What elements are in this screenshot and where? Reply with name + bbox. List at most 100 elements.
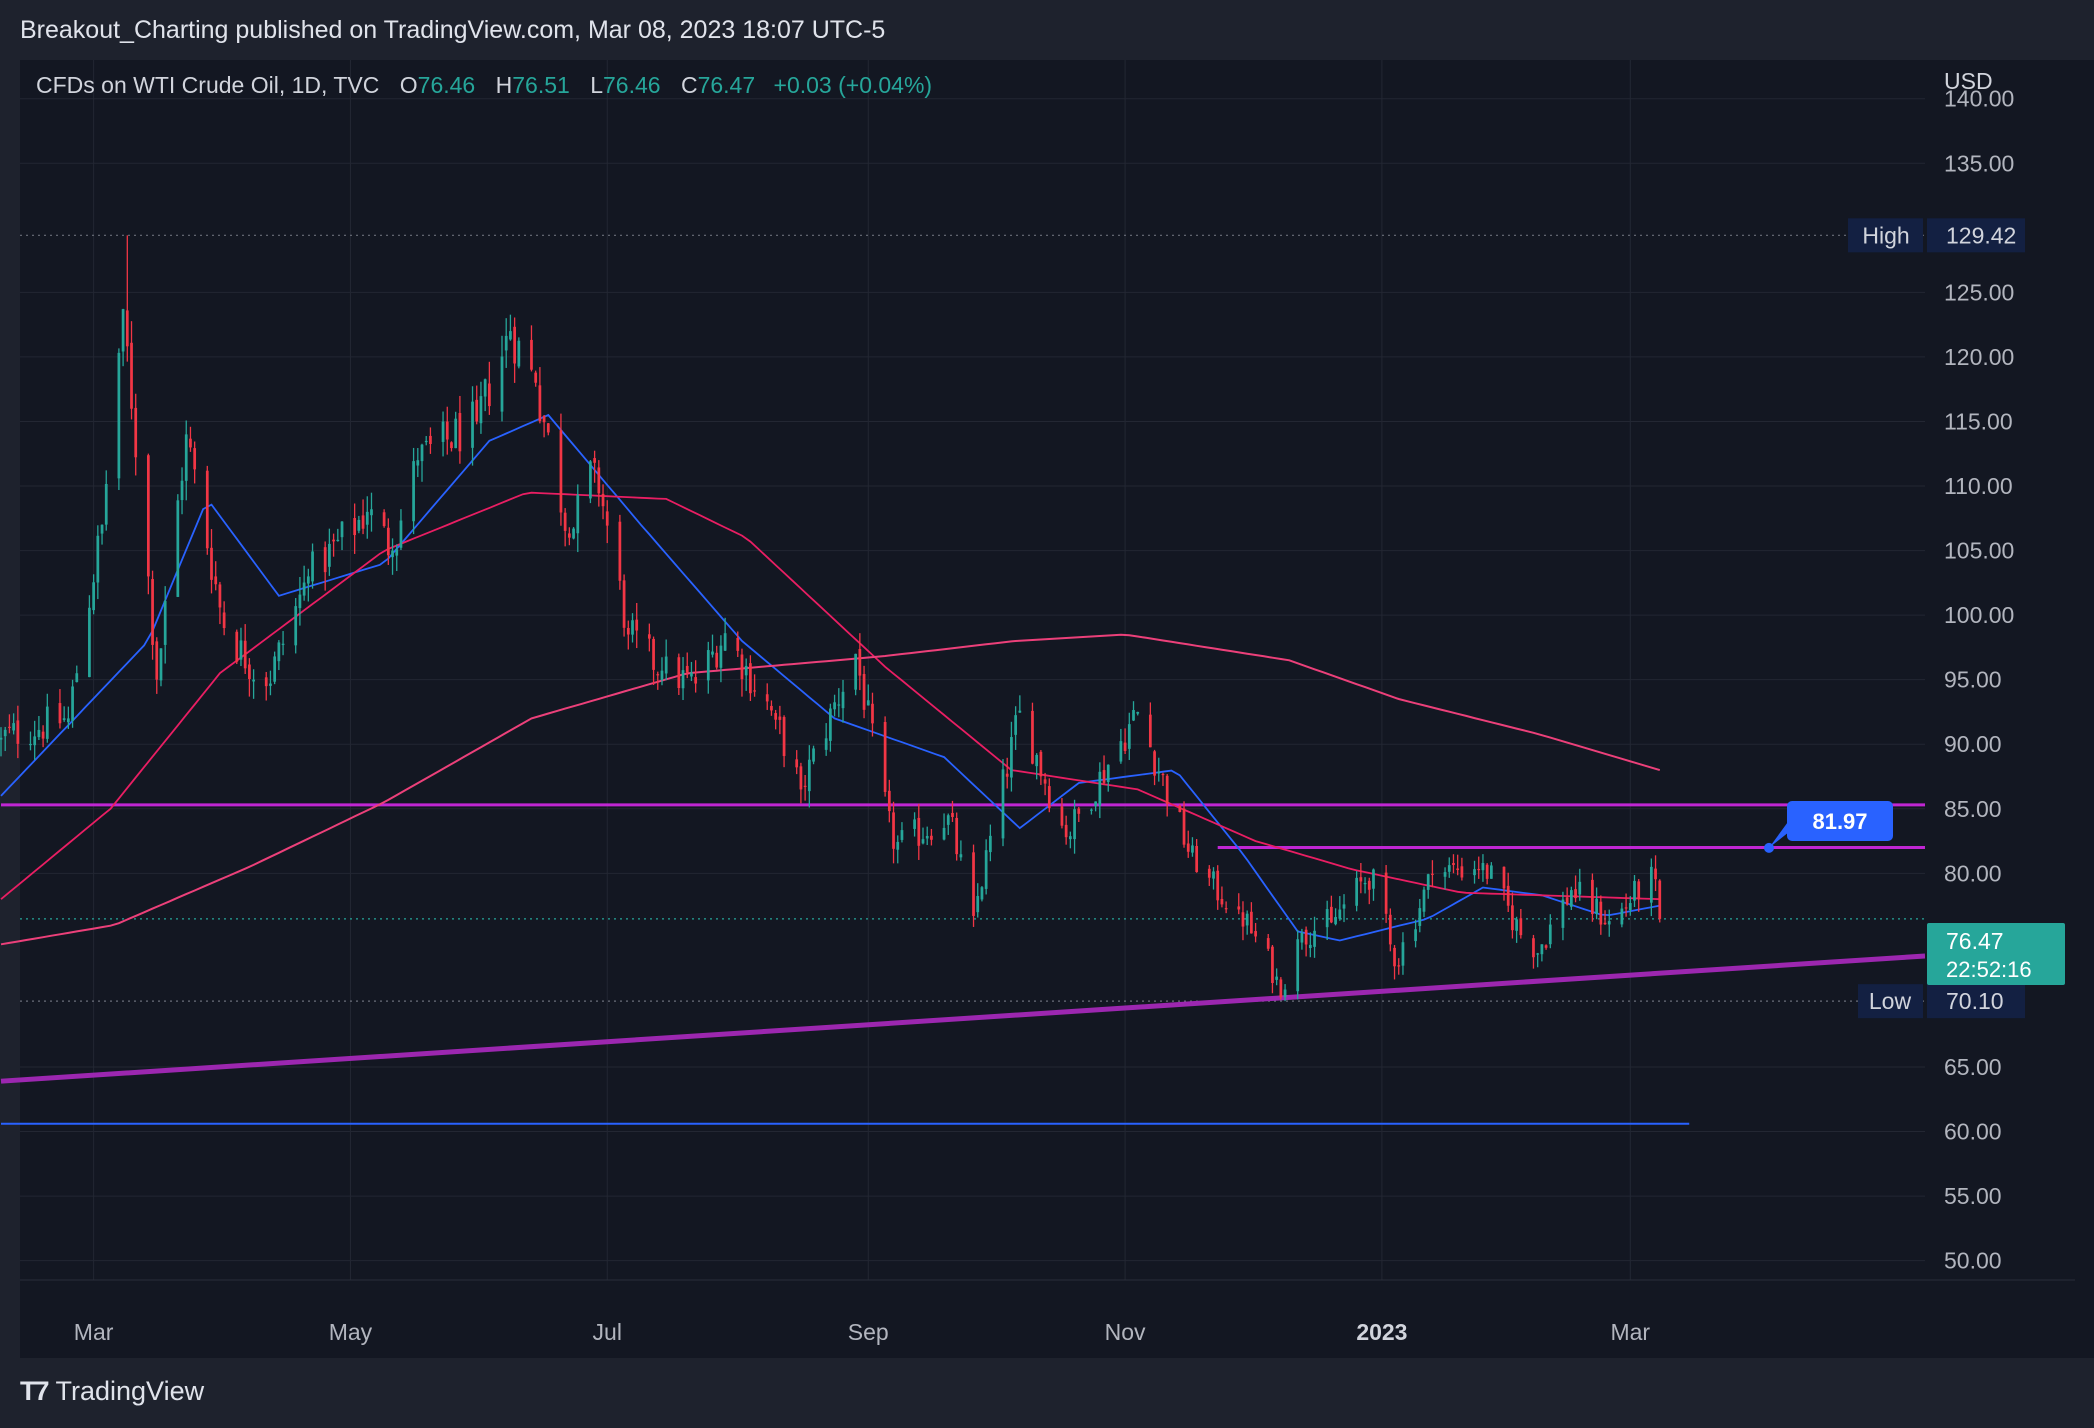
candle-body <box>1355 877 1359 906</box>
candle-body <box>1620 908 1624 925</box>
candle-body <box>589 461 592 499</box>
price-tick-label: 55.00 <box>1944 1183 2002 1209</box>
candle-body <box>1250 911 1253 934</box>
candle-body <box>1658 880 1662 919</box>
candle-body <box>416 460 420 466</box>
candle-body <box>155 641 159 680</box>
candle-body <box>243 640 247 669</box>
candle-body <box>1296 939 1300 992</box>
candle-body <box>1511 905 1514 931</box>
candle-body <box>395 549 399 556</box>
candle-body <box>273 656 277 682</box>
candle-body <box>391 550 394 558</box>
candle-body <box>1098 771 1102 806</box>
high-price-tag <box>1927 218 2025 253</box>
candle-body <box>812 748 815 762</box>
candle-body <box>218 584 222 608</box>
candle-body <box>41 731 45 739</box>
overlay-layer: 81.97 <box>1764 801 1893 853</box>
candle-body <box>281 643 285 645</box>
time-tick-label: Mar <box>1610 1319 1650 1345</box>
chart-pane[interactable] <box>20 60 2075 1358</box>
candle-body <box>361 515 365 529</box>
candle-body <box>66 718 70 723</box>
candle-body <box>862 673 866 710</box>
footer-brand[interactable]: T7 TradingView <box>20 1376 204 1407</box>
candle-body <box>854 653 858 690</box>
candle-body <box>1212 871 1215 879</box>
candle-body <box>770 705 773 711</box>
candle-body <box>660 670 664 680</box>
candle-body <box>778 716 782 720</box>
drawings-layer[interactable] <box>0 803 1926 1125</box>
candle-body <box>1431 873 1434 875</box>
price-tick-label: 140.00 <box>1944 86 2014 112</box>
symbol-name[interactable]: CFDs on WTI Crude Oil, 1D, TVC <box>36 72 380 98</box>
candle-body <box>1119 741 1123 762</box>
candle-body <box>1544 945 1548 948</box>
candle-body <box>1397 965 1401 967</box>
candle-body <box>412 461 415 522</box>
symbol-legend[interactable]: CFDs on WTI Crude Oil, 1D, TVC O76.46 H7… <box>36 72 932 99</box>
candle-body <box>1452 863 1455 865</box>
candle-body <box>1035 754 1039 767</box>
price-tick-label: 80.00 <box>1944 860 2002 886</box>
candle-body <box>340 521 344 538</box>
candle-body <box>429 435 432 445</box>
candle-body <box>1628 903 1632 911</box>
candle-body <box>1275 976 1279 980</box>
candle-body <box>1561 899 1565 928</box>
candle-body <box>1073 809 1076 840</box>
candle-body <box>542 416 546 423</box>
candle-body <box>1207 868 1211 878</box>
candle-body <box>1241 912 1245 927</box>
candle-body <box>1540 944 1544 955</box>
candle-body <box>1148 714 1152 748</box>
candle-body <box>1334 916 1337 925</box>
low-price-value: 70.10 <box>1946 988 2004 1014</box>
candle-body <box>829 708 832 741</box>
candle-body <box>1443 872 1447 877</box>
candle-body <box>1018 710 1022 713</box>
candle-body <box>706 650 710 681</box>
candle-body <box>803 785 807 787</box>
candle-body <box>715 652 719 668</box>
candle-body <box>180 480 184 501</box>
candle-body <box>1043 779 1047 784</box>
candle-body <box>711 651 714 655</box>
candle-body <box>690 672 693 677</box>
candles <box>0 235 1662 1002</box>
candle-body <box>399 520 403 548</box>
high-price-value: 129.42 <box>1946 222 2016 248</box>
candle-body <box>1384 872 1388 914</box>
candle-body <box>1414 929 1417 942</box>
candle-body <box>134 407 138 458</box>
candle-body <box>1186 843 1190 852</box>
candle-body <box>1460 866 1464 878</box>
time-axis[interactable]: Mar May Jul Sep Nov 2023 Mar <box>20 1279 2075 1345</box>
candle-body <box>694 677 698 684</box>
candle-body <box>921 839 925 844</box>
candle-body <box>980 887 984 900</box>
candle-body <box>1254 931 1257 937</box>
candle-body <box>1308 944 1312 949</box>
candle-body <box>1418 908 1422 926</box>
candle-body <box>656 674 660 676</box>
candle-body <box>29 743 32 746</box>
price-tick-label: 60.00 <box>1944 1119 2002 1145</box>
candle-body <box>647 634 651 639</box>
price-tick-label: 115.00 <box>1944 408 2013 434</box>
candle-body <box>205 470 209 549</box>
candle-body <box>37 729 41 738</box>
candle-body <box>1325 909 1329 928</box>
candle-body <box>1047 786 1051 809</box>
candle-body <box>1014 715 1017 735</box>
candle-body <box>1578 881 1582 895</box>
candle-body <box>1489 865 1493 879</box>
candle-body <box>1422 889 1426 912</box>
candle-body <box>8 726 11 728</box>
candle-body <box>1393 947 1396 967</box>
candle-body <box>471 401 474 448</box>
